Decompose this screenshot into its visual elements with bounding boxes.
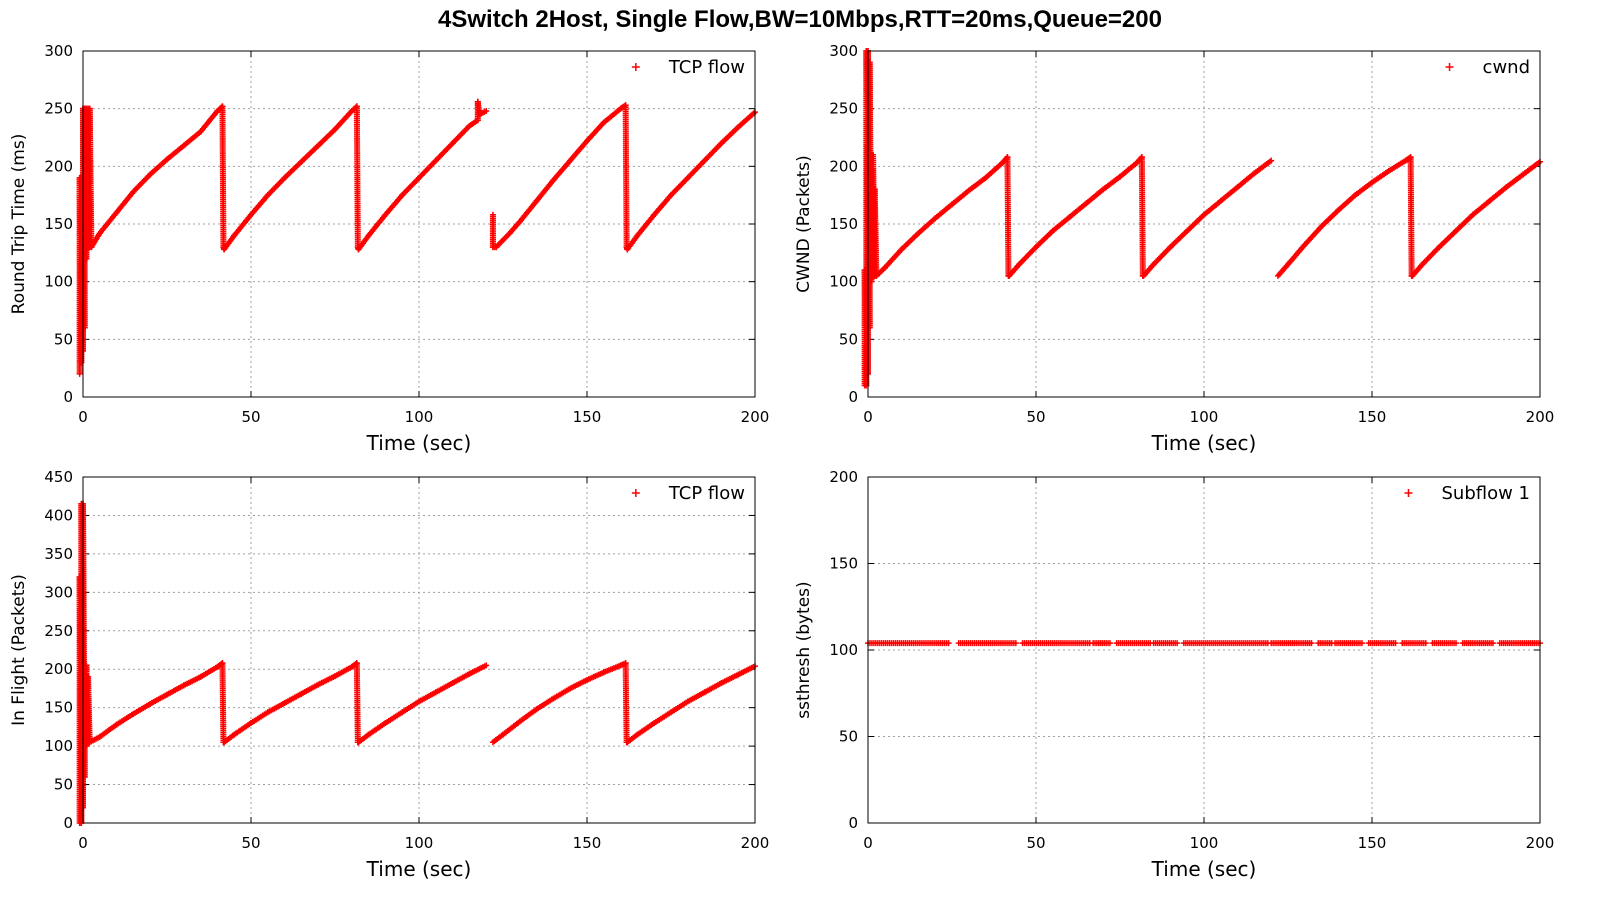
y-tick-label: 150 xyxy=(44,215,73,233)
x-tick-label: 200 xyxy=(1526,408,1555,426)
y-axis-label: Round Trip Time (ms) xyxy=(9,134,29,315)
legend-label: cwnd xyxy=(1483,57,1530,78)
x-tick-label: 100 xyxy=(405,834,434,852)
y-tick-label: 250 xyxy=(44,622,73,640)
x-tick-label: 200 xyxy=(741,408,770,426)
y-tick-label: 50 xyxy=(54,330,73,348)
y-tick-label: 150 xyxy=(44,699,73,717)
x-tick-label: 50 xyxy=(241,834,260,852)
x-axis-label: Time (sec) xyxy=(366,431,472,455)
y-tick-label: 300 xyxy=(44,42,73,60)
y-tick-label: 200 xyxy=(44,157,73,175)
y-tick-label: 300 xyxy=(44,583,73,601)
y-tick-label: 100 xyxy=(44,273,73,291)
y-tick-label: 300 xyxy=(829,42,858,60)
x-tick-label: 100 xyxy=(1190,408,1219,426)
y-tick-label: 400 xyxy=(44,506,73,524)
y-tick-label: 0 xyxy=(63,814,73,832)
x-tick-label: 0 xyxy=(78,408,88,426)
x-tick-label: 150 xyxy=(1358,408,1387,426)
rtt-chart: 0 50 100 150 200 0 50 100 150 200 250 300 Time (sec)… xyxy=(9,42,769,455)
series-rtt xyxy=(76,98,758,377)
cwnd-chart: 0 50 100 150 200 0 50 100 150 200 250 300 Time (sec)… xyxy=(794,42,1554,455)
y-tick-label: 450 xyxy=(44,468,73,486)
legend-label: TCP flow xyxy=(668,57,745,78)
series-inflight xyxy=(76,500,758,826)
x-tick-label: 150 xyxy=(573,408,602,426)
x-tick-label: 200 xyxy=(741,834,770,852)
y-tick-label: 0 xyxy=(63,388,73,406)
y-tick-label: 200 xyxy=(829,157,858,175)
y-axis-label: CWND (Packets) xyxy=(794,155,814,293)
x-tick-label: 0 xyxy=(863,408,873,426)
y-tick-label: 50 xyxy=(54,776,73,794)
series-cwnd xyxy=(861,48,1543,389)
y-tick-label: 100 xyxy=(44,737,73,755)
x-tick-label: 50 xyxy=(1026,408,1045,426)
y-tick-label: 200 xyxy=(44,660,73,678)
y-axis-label: In Flight (Packets) xyxy=(9,574,29,726)
y-tick-label: 250 xyxy=(44,100,73,118)
x-tick-label: 100 xyxy=(405,408,434,426)
inflight-chart: 0 50 100 150 200 0 50 100 150 200 250 300 350 400 450 T… xyxy=(9,468,769,881)
y-tick-label: 0 xyxy=(848,388,858,406)
x-tick-label: 150 xyxy=(573,834,602,852)
y-tick-label: 350 xyxy=(44,545,73,563)
y-tick-label: 50 xyxy=(839,330,858,348)
y-tick-label: 100 xyxy=(829,273,858,291)
panels: 0 50 100 150 200 0 50 100 150 200 250 300 Time (sec)… xyxy=(9,42,1554,881)
x-tick-label: 50 xyxy=(241,408,260,426)
x-axis-label: Time (sec) xyxy=(1151,431,1257,455)
x-axis-label: Time (sec) xyxy=(366,857,472,881)
x-tick-label: 0 xyxy=(78,834,88,852)
y-tick-label: 250 xyxy=(829,100,858,118)
figure-title: 4Switch 2Host, Single Flow,BW=10Mbps,RTT… xyxy=(438,6,1162,33)
y-tick-label: 150 xyxy=(829,215,858,233)
legend-marker xyxy=(1445,63,1454,71)
legend-marker xyxy=(631,63,640,71)
